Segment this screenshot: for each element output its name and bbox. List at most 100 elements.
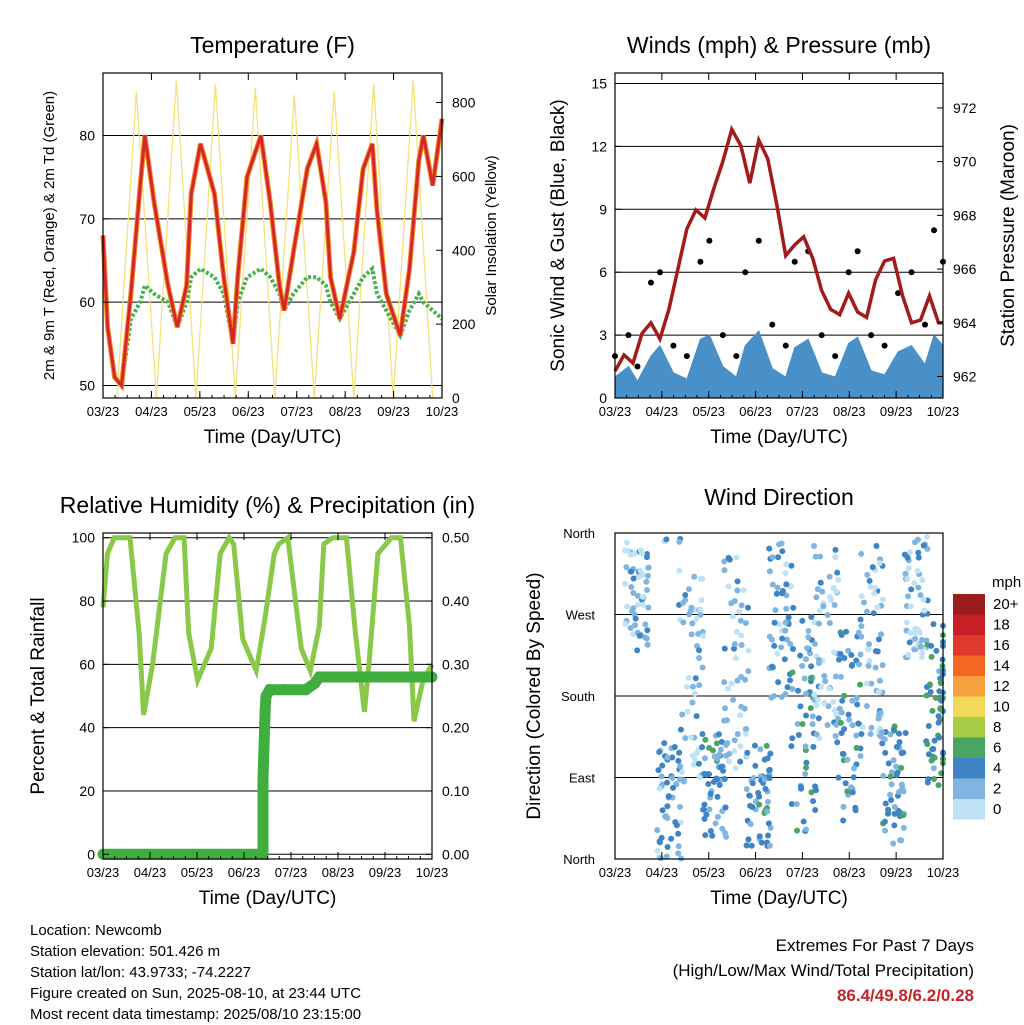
direction-point: [762, 785, 769, 792]
direction-point: [714, 813, 721, 820]
direction-point: [794, 720, 801, 727]
gust-point: [733, 353, 740, 360]
direction-point: [722, 705, 729, 712]
direction-point: [721, 679, 728, 686]
x-tick-label: 04/23: [135, 404, 168, 419]
direction-point: [745, 668, 752, 675]
gust-point: [634, 363, 641, 370]
direction-point: [797, 703, 804, 710]
direction-point: [783, 561, 790, 568]
gust-point: [625, 332, 632, 339]
direction-point: [801, 675, 808, 682]
direction-point: [782, 627, 789, 634]
direction-point: [699, 664, 706, 671]
y-axis-label: 2m & 9m T (Red, Orange) & 2m Td (Green): [41, 91, 58, 380]
direction-point: [774, 650, 781, 657]
direction-point: [918, 637, 925, 644]
direction-point: [691, 573, 698, 580]
legend-swatch: [953, 594, 985, 615]
direction-point: [721, 775, 728, 782]
x-tick-label: 06/23: [739, 404, 772, 419]
direction-point: [630, 589, 637, 596]
y2-tick-label: 400: [452, 242, 476, 258]
direction-point: [805, 634, 812, 641]
direction-point: [810, 743, 817, 750]
direction-point: [659, 807, 666, 814]
direction-point: [832, 554, 839, 561]
temp-2m-line: [101, 118, 444, 390]
direction-point: [789, 686, 796, 693]
direction-point: [644, 641, 651, 648]
x-tick-label: 06/23: [739, 865, 772, 880]
direction-point: [738, 632, 745, 639]
direction-point: [728, 600, 735, 607]
direction-point: [817, 579, 824, 586]
direction-point: [858, 593, 865, 600]
direction-point: [871, 590, 878, 597]
direction-point: [868, 680, 875, 687]
direction-point: [693, 615, 700, 622]
direction-point: [879, 662, 886, 669]
direction-point: [639, 550, 646, 557]
y2-tick-label: 968: [953, 207, 977, 223]
legend-swatch: [953, 635, 985, 656]
direction-point: [869, 564, 876, 571]
y2-tick-label: 972: [953, 100, 977, 116]
y-tick-label: 12: [591, 138, 607, 154]
direction-point: [803, 712, 810, 719]
direction-point: [699, 628, 706, 635]
direction-point: [857, 616, 864, 623]
direction-point: [731, 748, 738, 755]
direction-point: [928, 642, 935, 649]
direction-point: [624, 603, 631, 610]
direction-point: [815, 620, 822, 627]
x-tick-label: 10/23: [416, 865, 449, 880]
direction-point: [816, 607, 823, 614]
direction-point: [872, 664, 879, 671]
direction-point: [745, 836, 752, 843]
direction-point: [671, 743, 678, 750]
direction-point: [865, 662, 872, 669]
direction-point: [757, 746, 764, 753]
y2-tick-label: 964: [953, 315, 977, 331]
direction-point: [853, 732, 860, 739]
y-tick-label: 0: [599, 390, 607, 406]
direction-point: [851, 765, 858, 772]
direction-point: [846, 716, 853, 723]
direction-point: [833, 588, 840, 595]
direction-point: [848, 652, 855, 659]
direction-point: [746, 792, 753, 799]
y2-tick-label: 200: [452, 316, 476, 332]
x-tick-label: 09/23: [377, 404, 410, 419]
direction-point: [772, 607, 779, 614]
direction-point: [728, 680, 735, 687]
direction-point: [740, 587, 747, 594]
direction-point: [658, 773, 665, 780]
legend-swatch: [953, 655, 985, 676]
direction-point: [784, 684, 791, 691]
direction-point: [699, 731, 706, 738]
direction-point: [855, 720, 862, 727]
direction-point: [815, 656, 822, 663]
direction-point: [767, 824, 774, 831]
direction-point: [700, 633, 707, 640]
direction-point: [696, 654, 703, 661]
direction-point: [737, 712, 744, 719]
direction-point: [707, 827, 714, 834]
direction-point: [931, 776, 938, 783]
direction-point: [924, 533, 931, 540]
direction-point: [817, 553, 824, 560]
direction-point: [866, 577, 873, 584]
direction-point: [877, 709, 884, 716]
direction-point: [664, 779, 671, 786]
direction-point: [831, 707, 838, 714]
direction-point: [831, 601, 838, 608]
direction-point: [898, 764, 905, 771]
direction-point: [696, 682, 703, 689]
direction-point: [699, 744, 706, 751]
y-tick-label: 3: [599, 327, 607, 343]
direction-point: [712, 820, 719, 827]
direction-points: [622, 533, 946, 862]
direction-point: [706, 806, 713, 813]
